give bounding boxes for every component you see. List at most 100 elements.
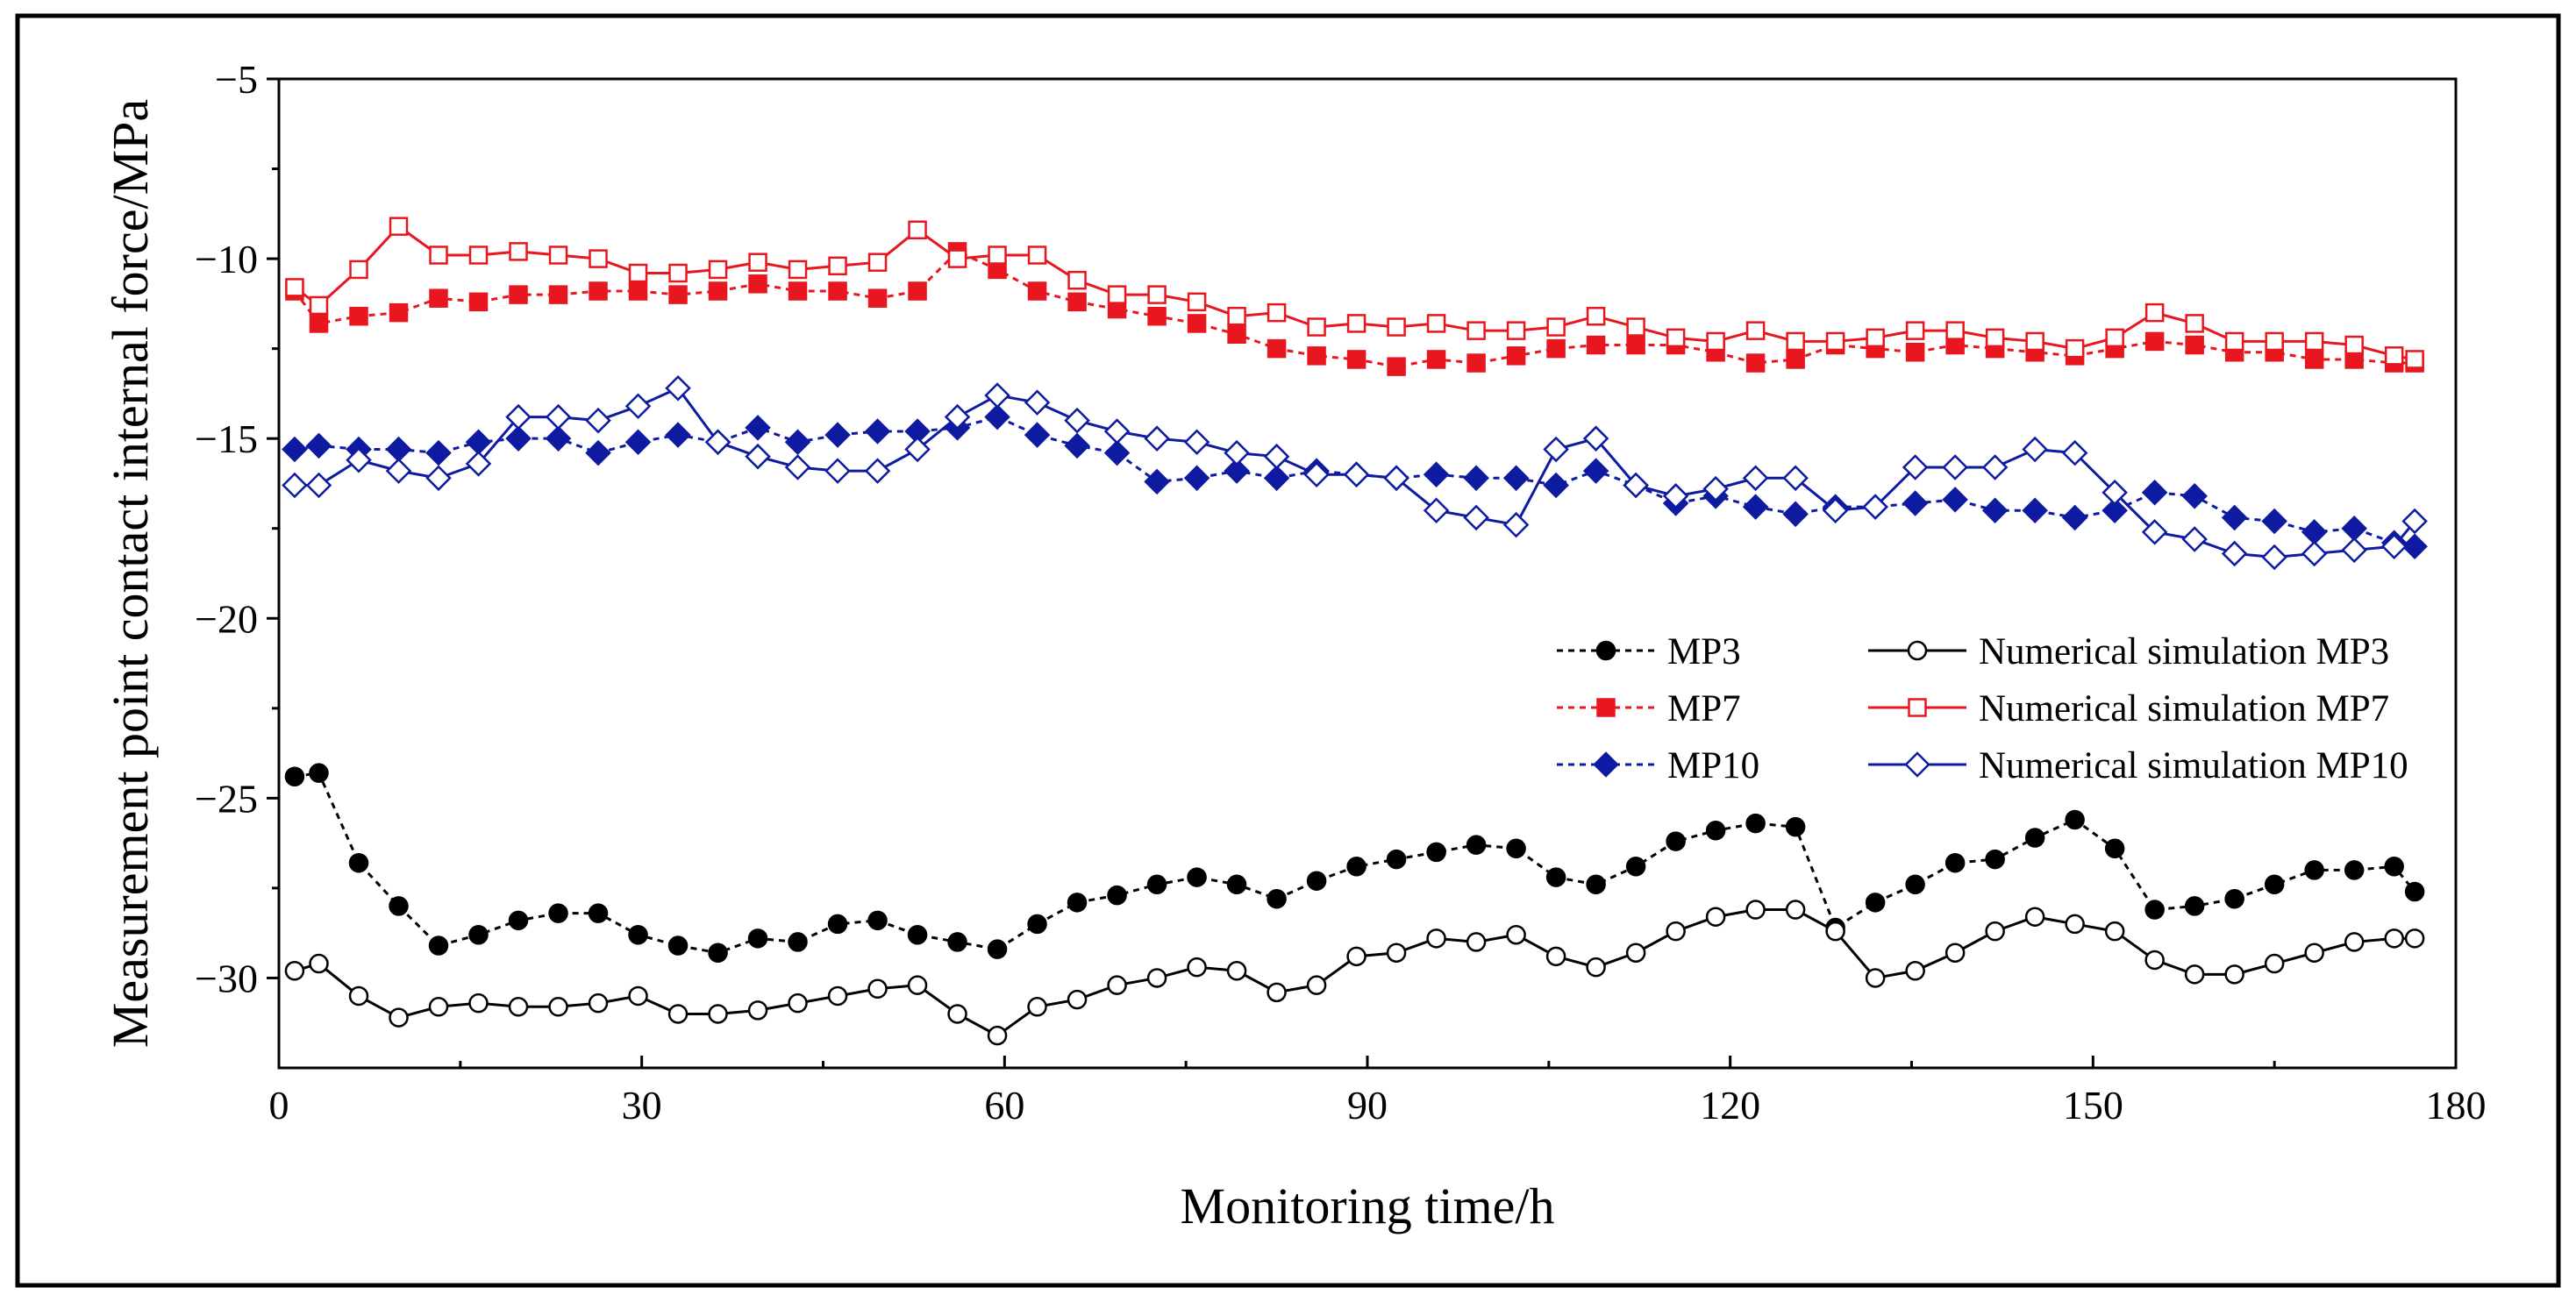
data-point	[1187, 314, 1207, 333]
data-point	[947, 1004, 967, 1024]
data-point	[2184, 896, 2205, 916]
data-point	[784, 454, 811, 480]
data-point	[2265, 331, 2284, 352]
data-point	[1466, 835, 1487, 855]
data-point	[1626, 335, 1645, 355]
data-point	[284, 961, 305, 981]
data-point	[1423, 497, 1450, 523]
x-tick-label: 150	[2063, 1083, 2123, 1128]
data-point	[1103, 418, 1131, 445]
data-point	[349, 260, 368, 280]
data-point	[2144, 331, 2165, 352]
data-point	[1666, 831, 1686, 851]
data-point	[1426, 350, 1446, 369]
data-point	[2065, 809, 2085, 830]
y-tick-label: −15	[195, 416, 258, 461]
data-point	[824, 422, 851, 448]
data-point	[988, 245, 1007, 265]
data-point	[385, 458, 412, 484]
data-point	[1623, 472, 1649, 499]
data-point	[1024, 389, 1051, 416]
data-point	[867, 288, 888, 308]
data-point	[1307, 317, 1326, 337]
data-point	[1183, 429, 1210, 456]
data-point	[668, 285, 688, 304]
data-point	[1067, 989, 1088, 1010]
data-point	[2221, 540, 2248, 567]
data-point	[1103, 439, 1131, 466]
data-point	[2384, 346, 2404, 366]
legend-marker	[1907, 640, 1928, 661]
data-point	[1506, 321, 1526, 340]
data-point	[984, 382, 1010, 409]
data-point	[2104, 921, 2125, 942]
data-point	[2104, 838, 2125, 859]
data-point	[428, 936, 449, 956]
data-point	[2144, 950, 2165, 971]
data-point	[1745, 321, 1766, 340]
data-point	[2384, 857, 2404, 877]
data-point	[1426, 928, 1446, 949]
data-point	[348, 985, 369, 1007]
data-point	[628, 924, 648, 945]
data-point	[1466, 353, 1486, 373]
data-point	[2304, 350, 2324, 369]
data-point	[748, 253, 767, 272]
data-point	[1267, 338, 1287, 359]
data-point	[1945, 321, 1965, 340]
data-point	[2181, 526, 2208, 552]
data-point	[2301, 540, 2328, 567]
data-point	[907, 975, 928, 995]
data-point	[987, 1025, 1008, 1046]
data-point	[428, 997, 449, 1017]
data-point	[2101, 479, 2128, 506]
data-point	[2022, 436, 2048, 463]
data-point	[425, 439, 452, 466]
data-point	[1586, 957, 1606, 978]
data-point	[788, 260, 808, 280]
data-point	[2341, 537, 2367, 564]
data-point	[2224, 888, 2244, 909]
legend-marker	[1908, 698, 1927, 717]
data-point	[1267, 302, 1287, 323]
data-point	[788, 992, 808, 1014]
data-point	[1666, 328, 1686, 348]
data-point	[1666, 921, 1686, 942]
data-point	[305, 472, 332, 499]
data-point	[1742, 494, 1769, 520]
y-tick-label: −20	[195, 596, 258, 641]
data-point	[588, 903, 609, 923]
data-point	[1027, 914, 1047, 935]
data-point	[745, 415, 771, 441]
data-point	[2141, 479, 2168, 506]
data-point	[508, 997, 529, 1017]
data-point	[1981, 454, 2009, 480]
data-point	[389, 896, 409, 916]
data-point	[1466, 932, 1487, 952]
data-point	[2344, 335, 2364, 355]
data-point	[389, 1007, 409, 1028]
data-point	[1107, 285, 1127, 304]
data-point	[1866, 328, 1885, 348]
data-point	[667, 936, 689, 956]
data-point	[545, 403, 572, 430]
data-point	[1543, 472, 1569, 499]
data-point	[747, 1000, 768, 1021]
data-point	[1027, 997, 1047, 1017]
legend-label: Numerical simulation MP3	[1979, 631, 2389, 672]
data-point	[389, 302, 409, 323]
data-point	[1463, 465, 1489, 492]
series-numerical-simulation-mp3	[284, 900, 2425, 1046]
data-point	[904, 436, 931, 463]
data-point	[1625, 943, 1646, 963]
data-point	[509, 285, 528, 304]
data-point	[2401, 508, 2428, 535]
data-point	[1944, 852, 1966, 873]
data-point	[1502, 511, 1530, 538]
data-point	[429, 288, 448, 308]
data-point	[1506, 346, 1526, 366]
data-point	[828, 281, 847, 301]
data-point	[585, 439, 611, 466]
data-point	[1981, 497, 2009, 523]
data-point	[548, 997, 568, 1017]
